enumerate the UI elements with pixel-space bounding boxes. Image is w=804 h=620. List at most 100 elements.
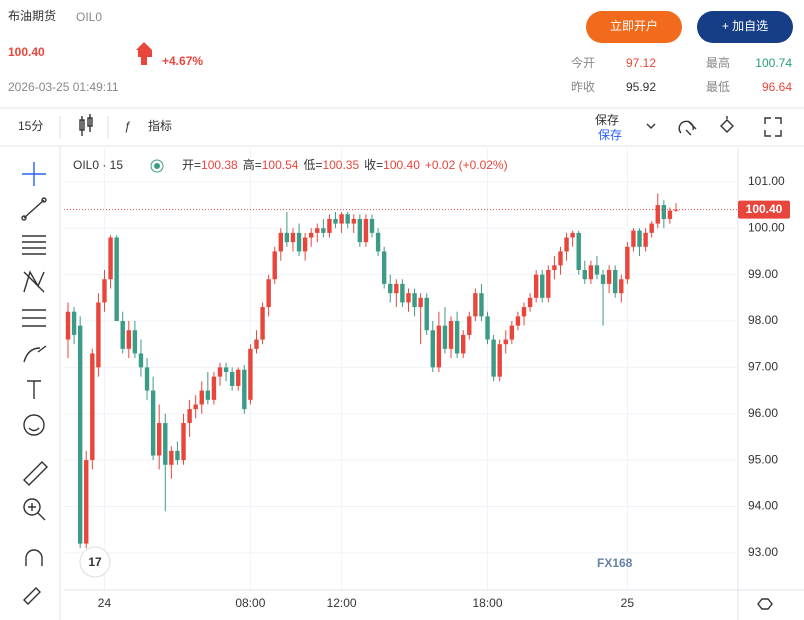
candle-body — [503, 339, 508, 345]
candle-body — [217, 367, 223, 377]
candle-body — [333, 218, 338, 224]
indicators[interactable]: 指标 — [148, 118, 172, 133]
candle-body — [150, 390, 156, 456]
candle-body — [461, 334, 466, 354]
y-tick-label: 97.00 — [748, 360, 778, 374]
candle-body — [120, 320, 125, 349]
candle-body — [552, 265, 557, 270]
candle-body — [169, 450, 174, 465]
candle-body — [248, 348, 253, 400]
candle-body — [400, 283, 405, 303]
y-tick-label: 93.00 — [748, 545, 778, 559]
candle-body — [594, 265, 600, 275]
save[interactable]: 保存 — [595, 113, 619, 127]
candle-body — [424, 297, 429, 331]
price: 100.40 — [8, 45, 45, 59]
chevron[interactable] — [646, 123, 656, 129]
open-account-button[interactable]: 立即开户 — [586, 11, 682, 43]
candle-body — [606, 269, 612, 284]
alert-icon[interactable] — [678, 120, 697, 136]
ohlc-legend: 开=100.38 高=100.54 低=100.35 收=100.40 +0.02 (+… — [182, 157, 508, 172]
fullscreen-icon[interactable] — [764, 117, 782, 137]
add-watch-button[interactable]: + 加自选 — [697, 11, 793, 43]
candle-body — [144, 367, 150, 391]
legend-value: 100.54 — [262, 158, 299, 172]
legend-value: 100.35 — [322, 158, 359, 172]
candle-body — [84, 460, 89, 544]
legend-label: 低= — [303, 158, 322, 172]
candle-body — [284, 232, 290, 243]
candle-body — [540, 274, 545, 298]
candle-body — [223, 367, 229, 373]
candle-body — [418, 297, 423, 308]
candle-body — [442, 325, 448, 349]
candle-body — [278, 232, 283, 252]
candle-body — [485, 316, 490, 340]
candle-body — [521, 307, 527, 317]
stat-value: 96.64 — [762, 80, 792, 94]
y-tick-label: 101.00 — [748, 174, 785, 188]
candle-body — [351, 218, 356, 224]
legend-value: +0.02 (+0.02%) — [425, 158, 508, 172]
candle-body — [96, 302, 101, 368]
candle-body — [357, 218, 363, 243]
candle-body — [242, 369, 247, 410]
tv-logo-text: 17 — [88, 555, 102, 569]
candle-body — [369, 218, 375, 233]
candle-body — [205, 390, 211, 400]
candle-body — [564, 237, 569, 252]
title: 布油期货 — [8, 8, 56, 23]
y-tick-label: 98.00 — [748, 313, 778, 327]
candle-body — [558, 251, 563, 266]
button-bg[interactable] — [586, 11, 682, 43]
candle-body — [533, 274, 539, 298]
candle-body — [296, 232, 302, 252]
axis-settings[interactable] — [757, 598, 773, 610]
fx-icon[interactable]: ƒ — [124, 119, 131, 133]
candle-body — [327, 218, 332, 233]
candle-body — [448, 320, 454, 349]
button-label[interactable]: 立即开户 — [610, 18, 658, 33]
button-label[interactable]: + 加自选 — [722, 19, 768, 33]
candle-body — [454, 320, 460, 354]
candle-body — [381, 251, 387, 284]
interval[interactable]: 15分 — [18, 119, 43, 133]
stat-label: 昨收 — [571, 80, 595, 94]
stat-value: 100.74 — [755, 56, 792, 70]
candle-body — [229, 372, 235, 386]
candle-body — [600, 274, 606, 284]
candle-body — [126, 330, 131, 349]
watermark: FX168 — [597, 556, 633, 570]
candle-body — [65, 311, 71, 340]
legend-label: 收= — [364, 158, 383, 172]
sidebar-icons[interactable] — [21, 162, 48, 605]
candle-body — [667, 210, 673, 219]
save-sub[interactable]: 保存 — [598, 128, 622, 142]
candle-body — [181, 423, 186, 461]
candle-body — [436, 325, 442, 368]
y-tick-label: 96.00 — [748, 406, 778, 420]
candle-body — [199, 390, 204, 405]
candle-body — [649, 223, 654, 233]
button-bg[interactable] — [697, 11, 793, 43]
candle-icon[interactable] — [79, 114, 93, 136]
candle-body — [582, 269, 587, 280]
candle-body — [339, 214, 344, 224]
candle-body — [588, 265, 594, 280]
legend-value: 100.40 — [383, 158, 420, 172]
candle-body — [90, 353, 95, 461]
candle-body — [71, 311, 77, 335]
settings-icon[interactable] — [720, 116, 734, 133]
candle-body — [363, 218, 369, 243]
tv-logo — [79, 546, 111, 578]
candle-body — [102, 279, 107, 303]
legend-label: 开= — [182, 158, 201, 172]
x-tick-label: 25 — [621, 596, 635, 610]
candle-body — [175, 450, 180, 461]
candle-body — [619, 279, 624, 294]
stat-label: 最高 — [706, 55, 730, 70]
change: +4.67% — [162, 54, 203, 68]
up-arrow — [136, 42, 152, 65]
x-tick-label: 12:00 — [327, 596, 357, 610]
